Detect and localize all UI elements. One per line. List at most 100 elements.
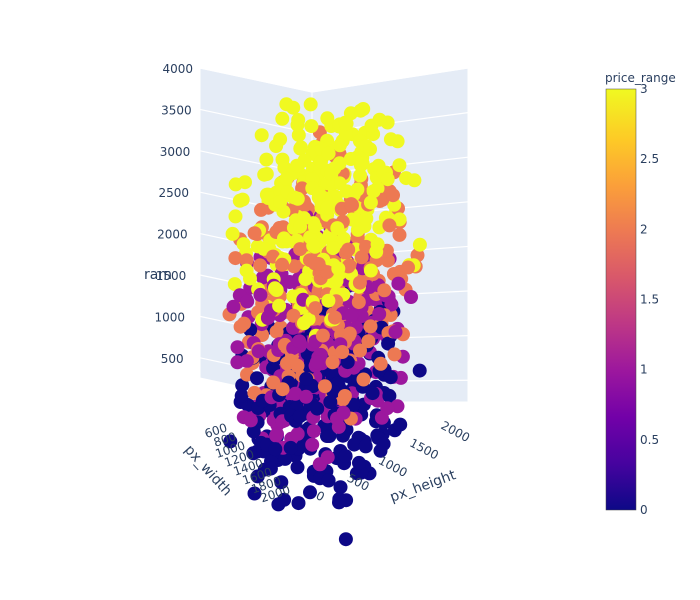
data-point-price-2[interactable] (247, 226, 262, 241)
data-point-price-3[interactable] (350, 222, 365, 237)
data-point-price-2[interactable] (253, 258, 268, 273)
data-point-price-2[interactable] (228, 251, 243, 266)
data-point-price-0[interactable] (299, 371, 314, 386)
data-point-price-2[interactable] (363, 319, 378, 334)
data-point-price-2[interactable] (392, 227, 407, 242)
data-point-price-2[interactable] (401, 260, 415, 275)
data-point-price-1[interactable] (243, 413, 258, 428)
data-point-price-3[interactable] (363, 195, 378, 210)
data-point-price-2[interactable] (387, 347, 402, 362)
data-point-price-1[interactable] (344, 308, 359, 323)
data-point-price-2[interactable] (327, 310, 342, 325)
data-point-price-1[interactable] (288, 386, 303, 401)
data-point-price-3[interactable] (320, 111, 335, 126)
data-point-price-0[interactable] (250, 469, 265, 484)
data-point-price-0[interactable] (352, 455, 366, 470)
data-point-price-3[interactable] (273, 194, 288, 209)
data-point-price-3[interactable] (267, 281, 282, 296)
data-point-price-2[interactable] (341, 242, 356, 257)
scene-3d[interactable] (199, 67, 469, 547)
data-point-price-3[interactable] (353, 168, 368, 183)
data-point-price-3[interactable] (279, 171, 294, 186)
data-point-price-2[interactable] (325, 355, 340, 370)
data-point-price-3[interactable] (277, 231, 291, 246)
data-point-price-0[interactable] (322, 429, 337, 443)
data-point-price-0[interactable] (325, 365, 340, 380)
data-point-price-3[interactable] (321, 146, 336, 161)
data-point-price-3[interactable] (332, 176, 347, 191)
data-point-price-3[interactable] (273, 132, 288, 147)
data-point-price-1[interactable] (305, 437, 320, 452)
data-point-price-1[interactable] (226, 299, 241, 314)
data-point-price-0[interactable] (383, 370, 398, 385)
data-point-price-2[interactable] (239, 253, 254, 268)
data-point-price-0[interactable] (290, 460, 305, 475)
data-point-price-2[interactable] (373, 356, 388, 371)
data-point-price-2[interactable] (356, 372, 371, 387)
data-point-price-3[interactable] (312, 186, 327, 201)
data-point-price-3[interactable] (228, 209, 243, 224)
data-point-price-3[interactable] (366, 184, 381, 199)
data-point-price-3[interactable] (259, 152, 274, 167)
data-point-price-3[interactable] (287, 190, 302, 205)
data-point-price-2[interactable] (344, 197, 359, 212)
data-point-price-0[interactable] (338, 449, 353, 464)
data-point-price-2[interactable] (269, 324, 284, 339)
data-point-price-3[interactable] (390, 134, 405, 149)
data-points[interactable] (222, 97, 427, 547)
data-point-price-3[interactable] (272, 298, 287, 313)
data-point-price-2[interactable] (335, 345, 350, 359)
data-point-price-0[interactable] (381, 336, 396, 351)
data-point-price-2[interactable] (308, 301, 323, 316)
data-point-price-3[interactable] (303, 97, 318, 112)
data-point-price-3[interactable] (324, 167, 339, 181)
data-point-price-3[interactable] (291, 128, 306, 143)
data-point-price-2[interactable] (342, 326, 357, 341)
data-point-price-0[interactable] (223, 434, 238, 449)
data-point-price-1[interactable] (230, 340, 245, 355)
data-point-price-2[interactable] (351, 295, 366, 310)
data-point-price-3[interactable] (254, 128, 269, 143)
data-point-price-2[interactable] (386, 188, 400, 203)
data-point-price-2[interactable] (290, 358, 305, 373)
data-point-price-0[interactable] (250, 371, 264, 386)
data-point-price-3[interactable] (343, 152, 358, 166)
data-point-price-3[interactable] (380, 172, 395, 187)
data-point-price-1[interactable] (292, 334, 307, 349)
data-point-price-1[interactable] (269, 428, 284, 443)
data-point-price-1[interactable] (388, 324, 403, 339)
data-point-price-3[interactable] (332, 138, 347, 153)
data-point-price-1[interactable] (336, 405, 351, 420)
data-point-price-0[interactable] (246, 424, 261, 439)
data-point-price-1[interactable] (309, 355, 324, 370)
data-point-price-3[interactable] (363, 142, 377, 157)
data-point-price-0[interactable] (292, 409, 307, 424)
data-point-price-1[interactable] (331, 419, 346, 434)
data-point-price-0[interactable] (278, 451, 293, 466)
data-point-price-2[interactable] (293, 242, 308, 257)
data-point-price-0[interactable] (321, 473, 336, 488)
data-point-price-3[interactable] (301, 312, 316, 327)
data-point-price-3[interactable] (306, 238, 321, 253)
data-point-price-2[interactable] (287, 259, 301, 274)
data-point-price-3[interactable] (359, 211, 374, 226)
data-point-price-0[interactable] (393, 417, 408, 432)
data-point-price-0[interactable] (271, 497, 286, 512)
data-point-price-3[interactable] (331, 261, 346, 276)
data-point-price-0[interactable] (303, 485, 317, 500)
data-point-price-1[interactable] (380, 401, 395, 416)
data-point-price-0[interactable] (333, 480, 348, 495)
data-point-price-0[interactable] (235, 378, 250, 393)
data-point-price-1[interactable] (240, 294, 255, 309)
data-point-price-3[interactable] (232, 193, 247, 208)
data-point-price-0[interactable] (263, 461, 278, 476)
data-point-price-1[interactable] (320, 450, 335, 465)
data-point-price-0[interactable] (338, 532, 353, 547)
data-point-price-0[interactable] (247, 486, 262, 501)
data-point-price-2[interactable] (233, 319, 248, 334)
data-point-price-0[interactable] (346, 397, 361, 412)
data-point-price-3[interactable] (321, 293, 336, 308)
data-point-price-3[interactable] (238, 175, 252, 190)
data-point-price-3[interactable] (326, 241, 341, 256)
